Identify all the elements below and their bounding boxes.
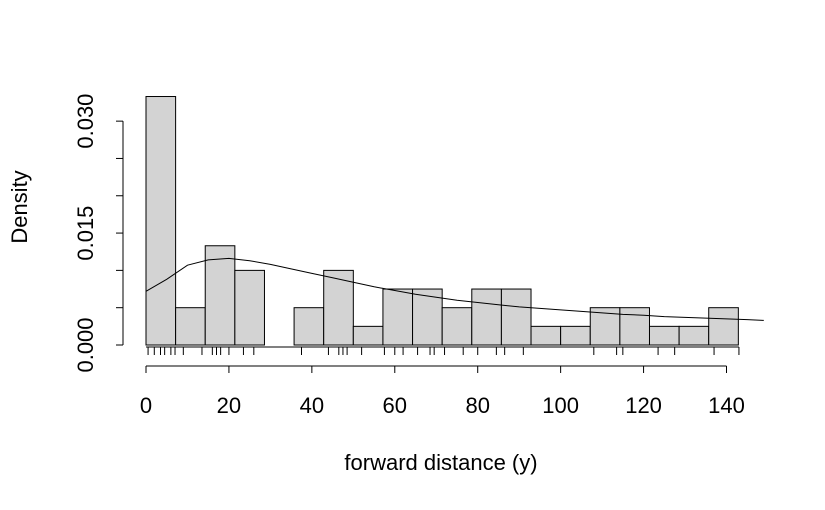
y-tick-label: 0.015 — [73, 206, 98, 261]
histogram-bar — [708, 307, 739, 346]
histogram-bar — [352, 325, 384, 346]
histogram-bar — [412, 288, 443, 346]
x-tick-label: 140 — [708, 393, 745, 418]
fitted-density-curve — [145, 257, 764, 321]
y-tick-label: 0.030 — [73, 94, 98, 149]
histogram-bar — [234, 269, 265, 346]
histogram-bar — [471, 288, 502, 346]
histogram-bar — [382, 288, 414, 346]
histogram-bar — [500, 288, 532, 346]
x-tick-label: 0 — [140, 393, 152, 418]
x-tick-label: 60 — [383, 393, 407, 418]
x-tick-label: 100 — [542, 393, 579, 418]
rug-ticks — [146, 346, 740, 355]
histogram-bar — [619, 307, 650, 346]
histogram-bar — [204, 245, 236, 346]
histogram-bar — [678, 325, 710, 346]
histogram-bar — [441, 307, 473, 346]
histogram-bar — [323, 269, 354, 346]
histogram-bar — [560, 325, 591, 346]
x-tick-label: 20 — [217, 393, 241, 418]
histogram-bar — [648, 325, 680, 346]
histogram-bars — [145, 96, 739, 346]
x-axis-title: forward distance (y) — [344, 450, 537, 475]
y-axis: 0.000 0.015 0.030 — [73, 94, 124, 373]
x-tick-label: 40 — [300, 393, 324, 418]
histogram-bar — [293, 307, 325, 346]
histogram-bar — [530, 325, 562, 346]
x-tick-label: 120 — [625, 393, 662, 418]
histogram-bar — [175, 307, 206, 346]
x-tick-label: 80 — [465, 393, 489, 418]
y-axis-title: Density — [7, 170, 32, 243]
x-axis: 0 20 40 60 80 100 120 140 — [140, 365, 745, 418]
y-tick-label: 0.000 — [73, 317, 98, 372]
histogram-bar — [145, 96, 177, 346]
